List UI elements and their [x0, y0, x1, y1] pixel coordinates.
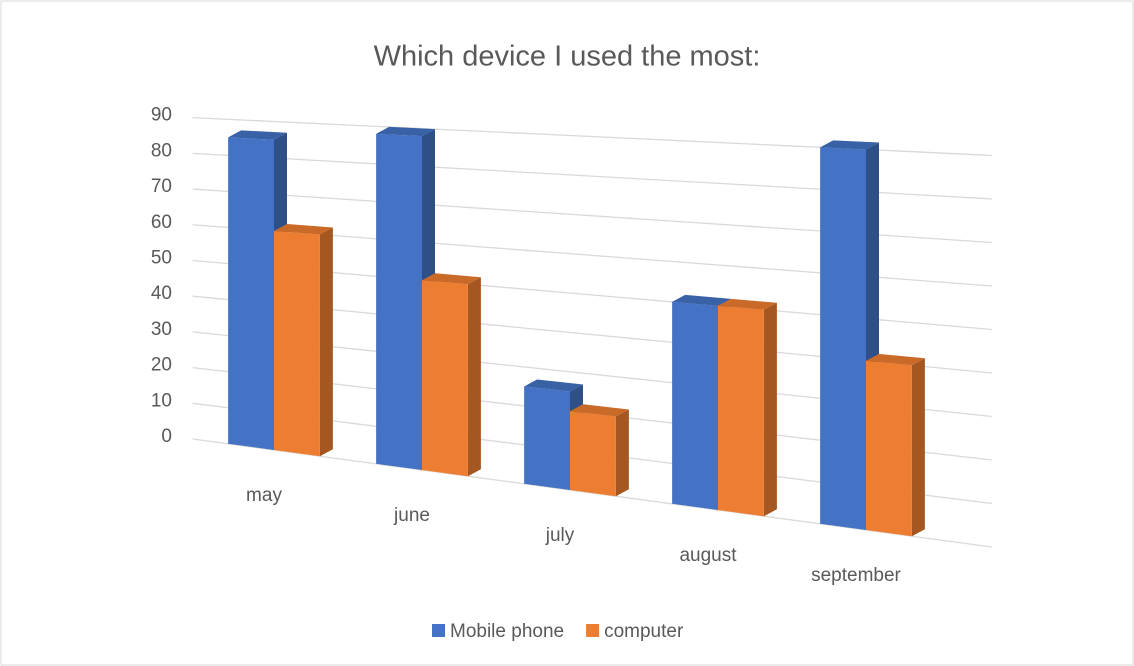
bar-top-shade: [672, 294, 731, 306]
bar-top: [672, 294, 731, 306]
bar-top: [866, 353, 925, 366]
bar-top-shade: [866, 353, 925, 366]
y-tick-label: 60: [151, 212, 172, 233]
bar-top-shade: [228, 130, 287, 140]
x-tick-label: july: [545, 525, 575, 546]
bar-top-shade: [376, 126, 435, 137]
bar-side-shade: [763, 302, 777, 517]
bar-top: [422, 273, 481, 285]
x-tick-label: august: [679, 545, 737, 566]
x-tick-label: june: [393, 505, 430, 526]
bar: [672, 301, 718, 510]
bar-top-shade: [274, 224, 333, 235]
y-tick-label: 30: [151, 319, 172, 340]
y-tick-label: 80: [151, 140, 172, 161]
legend-swatch: [432, 624, 445, 637]
bar: [376, 133, 422, 470]
bar: [524, 386, 570, 490]
bar: [274, 231, 320, 457]
bar-top: [274, 224, 333, 235]
bar-top-shade: [820, 140, 879, 150]
bar-top: [228, 130, 287, 140]
y-tick-label: 70: [151, 176, 172, 197]
bar-side: [911, 358, 925, 537]
y-tick-label: 20: [151, 355, 172, 376]
y-tick-label: 40: [151, 283, 172, 304]
bar-top: [570, 404, 629, 417]
bar-side-shade: [911, 358, 925, 537]
bar-top: [718, 298, 777, 310]
y-tick-label: 90: [151, 105, 172, 126]
bar-side: [615, 409, 629, 497]
legend-label: Mobile phone: [450, 621, 564, 642]
y-tick-label: 10: [151, 390, 172, 411]
bar: [422, 280, 468, 477]
bar-top-shade: [524, 379, 583, 392]
bar-top: [524, 379, 583, 392]
bar-side-shade: [467, 277, 481, 477]
bar-top-shade: [718, 298, 777, 310]
bar: [570, 411, 616, 497]
bar-top: [820, 140, 879, 150]
bar-side-shade: [615, 409, 629, 497]
bar-side: [319, 227, 333, 457]
bar: [820, 147, 866, 530]
x-tick-label: may: [246, 485, 282, 506]
bar-side: [763, 302, 777, 517]
x-tick-label: september: [811, 565, 901, 586]
legend-label: computer: [604, 621, 684, 642]
bar-side: [467, 277, 481, 477]
chart-title: Which device I used the most:: [374, 41, 761, 73]
bar: [866, 360, 912, 537]
bar-side-shade: [319, 227, 333, 457]
bar-top-shade: [422, 273, 481, 285]
y-tick-label: 0: [161, 426, 172, 447]
y-tick-label: 50: [151, 247, 172, 268]
bar: [718, 305, 764, 517]
bar: [228, 137, 274, 450]
bar-top-shade: [570, 404, 629, 417]
legend-swatch: [586, 624, 600, 637]
bar-top: [376, 126, 435, 137]
